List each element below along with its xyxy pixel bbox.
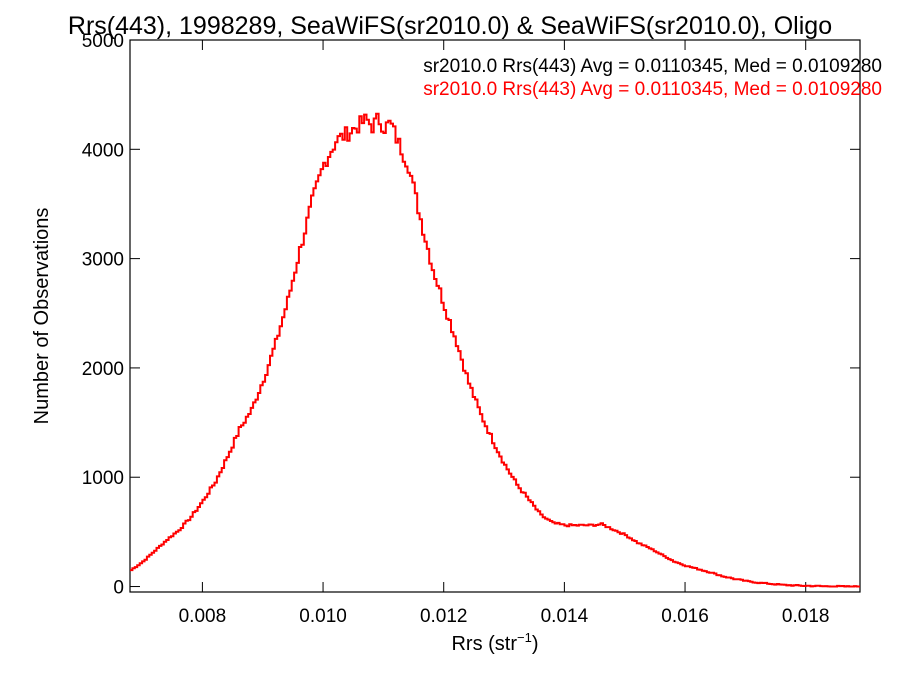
x-tick-label: 0.016	[661, 606, 709, 627]
y-tick-label: 4000	[82, 140, 124, 161]
y-axis: 0 1000 2000 3000 4000 5000	[82, 31, 860, 599]
x-axis-label-main: Rrs (str	[451, 633, 517, 655]
plot-area: 0.008 0.010 0.012 0.014 0.016 0.018 0 1000 2000…	[82, 31, 861, 627]
x-axis: 0.008 0.010 0.012 0.014 0.016 0.018	[179, 40, 830, 627]
y-tick-label: 1000	[82, 468, 124, 489]
x-tick-label: 0.018	[782, 606, 830, 627]
x-axis-label: Rrs (str−1)	[451, 630, 538, 655]
y-tick-label: 5000	[82, 31, 124, 52]
y-tick-label: 3000	[82, 250, 124, 271]
stat-annotation-black: sr2010.0 Rrs(443) Avg = 0.0110345, Med =…	[423, 56, 882, 77]
y-tick-label: 2000	[82, 359, 124, 380]
chart-title: Rrs(443), 1998289, SeaWiFS(sr2010.0) & S…	[68, 12, 832, 40]
x-axis-label-close: )	[532, 633, 539, 655]
x-tick-label: 0.008	[179, 606, 227, 627]
series-line	[130, 112, 860, 588]
x-tick-label: 0.014	[541, 606, 589, 627]
y-axis-label: Number of Observations	[31, 208, 53, 425]
x-tick-label: 0.012	[420, 606, 468, 627]
plot-frame	[129, 39, 861, 593]
y-tick-label: 0	[113, 578, 124, 599]
x-axis-label-superscript: −1	[517, 630, 532, 645]
stat-annotation-red: sr2010.0 Rrs(443) Avg = 0.0110345, Med =…	[423, 79, 882, 100]
x-tick-label: 0.010	[299, 606, 347, 627]
